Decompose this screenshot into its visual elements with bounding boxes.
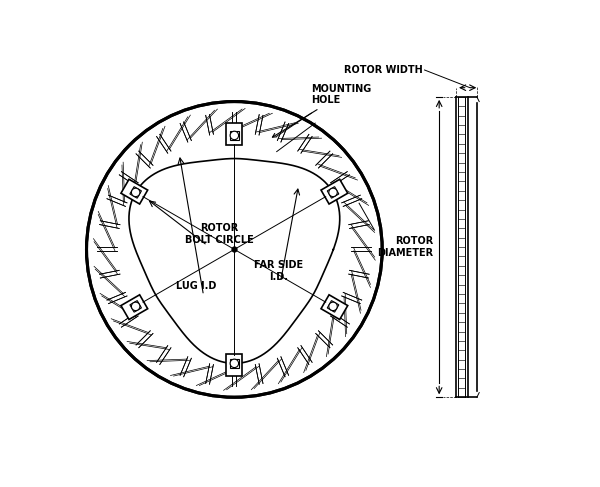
Polygon shape	[121, 295, 148, 319]
Circle shape	[86, 102, 382, 397]
Polygon shape	[327, 300, 339, 312]
Polygon shape	[121, 179, 148, 204]
Polygon shape	[226, 123, 242, 145]
Polygon shape	[327, 187, 339, 198]
Circle shape	[131, 188, 140, 197]
Polygon shape	[230, 131, 239, 140]
Circle shape	[329, 302, 337, 311]
Text: ROTOR WIDTH: ROTOR WIDTH	[344, 65, 423, 75]
Polygon shape	[226, 354, 242, 375]
Polygon shape	[130, 300, 142, 312]
Text: ROTOR
BOLT CIRCLE: ROTOR BOLT CIRCLE	[185, 223, 253, 245]
Polygon shape	[230, 359, 239, 368]
Text: LUG I.D: LUG I.D	[176, 281, 216, 291]
Circle shape	[230, 359, 239, 368]
Polygon shape	[130, 187, 142, 198]
Text: ROTOR
DIAMETER: ROTOR DIAMETER	[377, 236, 433, 258]
Polygon shape	[129, 159, 340, 363]
Polygon shape	[321, 295, 348, 319]
Circle shape	[329, 188, 337, 197]
Text: MOUNTING
HOLE: MOUNTING HOLE	[272, 84, 371, 137]
Polygon shape	[321, 179, 348, 204]
Circle shape	[230, 131, 239, 140]
Circle shape	[131, 302, 140, 311]
Text: FAR SIDE
I.D.: FAR SIDE I.D.	[254, 260, 304, 282]
